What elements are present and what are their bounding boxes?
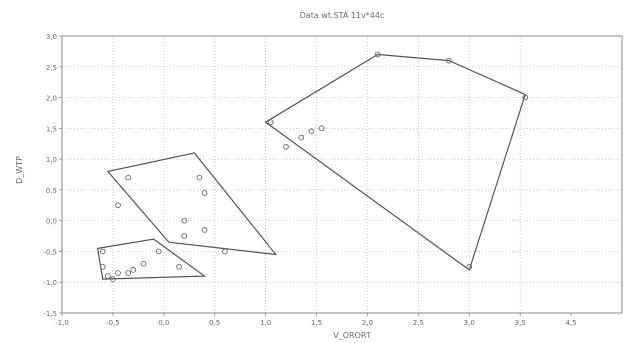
data-point (283, 143, 289, 150)
y-tick-label: 1,5 (46, 125, 57, 133)
data-point (466, 263, 473, 270)
axis-ticks: -1,0 -0,5 0,0 0,5 1,0 1,5 2,0 2,5 3,0 3,5 4,5 3,0 2,… (43, 33, 576, 327)
hull-polygon-3 (264, 53, 527, 271)
x-axis-label: V_ORORT (333, 331, 371, 340)
y-tick-label: 1,0 (46, 156, 57, 164)
x-tick-label: 3,5 (515, 319, 526, 327)
x-tick-label: 1,5 (311, 319, 322, 327)
data-point (140, 260, 147, 267)
data-point (125, 174, 132, 181)
x-tick-label: 4,5 (566, 319, 577, 327)
data-point (298, 134, 305, 141)
y-axis-label: D_WTP (15, 156, 24, 184)
data-point (201, 190, 208, 196)
y-tick-label: -1,0 (43, 279, 57, 287)
y-tick-label: 0,0 (46, 218, 57, 226)
y-tick-label: -0,5 (43, 248, 57, 256)
data-point (181, 233, 188, 239)
data-point (115, 202, 121, 209)
plot-frame (61, 35, 623, 314)
group-hulls (96, 53, 527, 280)
y-tick-label: 2,5 (46, 64, 57, 72)
x-tick-label: 3,0 (464, 319, 475, 327)
data-point (318, 125, 325, 132)
y-tick-label: 2,0 (46, 95, 57, 103)
chart-title: Data wt.STA 11v*44c (300, 11, 385, 20)
x-tick-label: 2,0 (362, 319, 373, 327)
data-point (374, 51, 381, 58)
y-tick-label: 3,0 (46, 33, 57, 41)
data-point (181, 217, 188, 224)
hull-polygon-2 (96, 238, 207, 280)
data-point (110, 276, 116, 282)
data-point (446, 57, 452, 64)
data-point (115, 270, 121, 276)
y-tick-label: 0,5 (46, 187, 57, 195)
data-point (155, 248, 162, 255)
hull-polygon-1 (106, 152, 278, 256)
y-tick-label: -1,5 (43, 310, 57, 318)
grid-lines (62, 36, 622, 313)
x-tick-label: 2,5 (413, 319, 424, 327)
x-tick-label: -1,0 (55, 319, 69, 327)
data-point (196, 174, 203, 181)
data-point (130, 267, 137, 273)
x-tick-label: 1,0 (260, 319, 271, 327)
data-point (222, 248, 228, 255)
data-point (125, 270, 132, 276)
data-point (522, 94, 529, 101)
data-point (267, 119, 274, 126)
data-points (99, 51, 529, 282)
x-tick-label: 0,0 (158, 319, 169, 327)
data-point (104, 273, 111, 279)
data-point (201, 227, 208, 233)
data-point (308, 128, 315, 135)
data-point (176, 263, 182, 270)
data-point (99, 263, 106, 270)
x-tick-label: -0,5 (106, 319, 120, 327)
data-point (99, 248, 106, 255)
x-tick-label: 0,5 (209, 319, 220, 327)
